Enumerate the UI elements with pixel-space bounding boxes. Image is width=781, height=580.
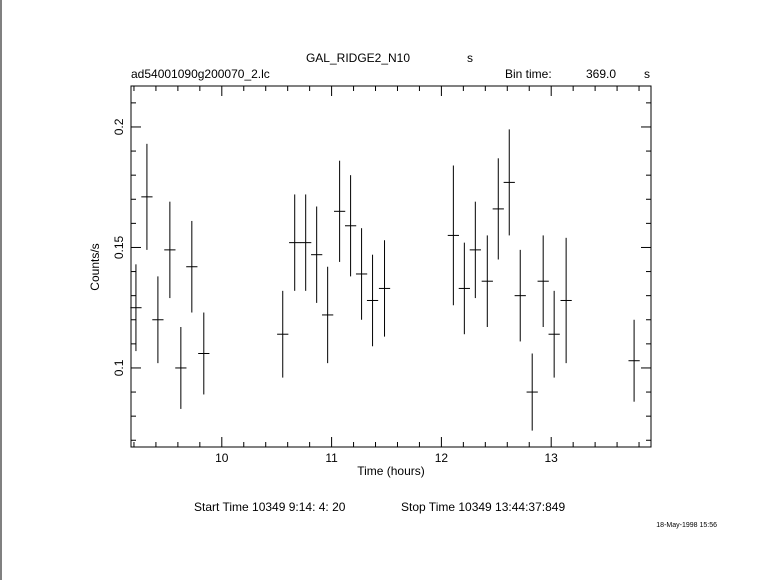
- x-tick-label: 11: [325, 451, 338, 465]
- y-tick-label: 0.2: [112, 118, 126, 135]
- y-tick-label: 0.15: [112, 235, 126, 259]
- bin-time: 369.0: [586, 67, 616, 81]
- chart-title: GAL_RIDGE2_N10: [306, 51, 410, 65]
- x-axis-label: Time (hours): [357, 464, 425, 478]
- start-time: Start Time 10349 9:14: 4: 20: [194, 500, 346, 514]
- title-unit: s: [467, 51, 473, 65]
- bin-time-unit: s: [644, 67, 650, 81]
- x-tick-label: 12: [435, 451, 449, 465]
- y-tick-label: 0.1: [112, 359, 126, 376]
- file-name: ad54001090g200070_2.lc: [131, 67, 270, 81]
- date-stamp: 18-May-1998 15:56: [656, 522, 717, 529]
- bin-time-label: Bin time:: [505, 67, 552, 81]
- x-tick-label: 10: [215, 451, 229, 465]
- plot-frame: [130, 85, 652, 448]
- x-tick-label: 13: [545, 451, 559, 465]
- y-axis-label: Counts/s: [88, 243, 102, 290]
- stop-time: Stop Time 10349 13:44:37:849: [401, 500, 565, 514]
